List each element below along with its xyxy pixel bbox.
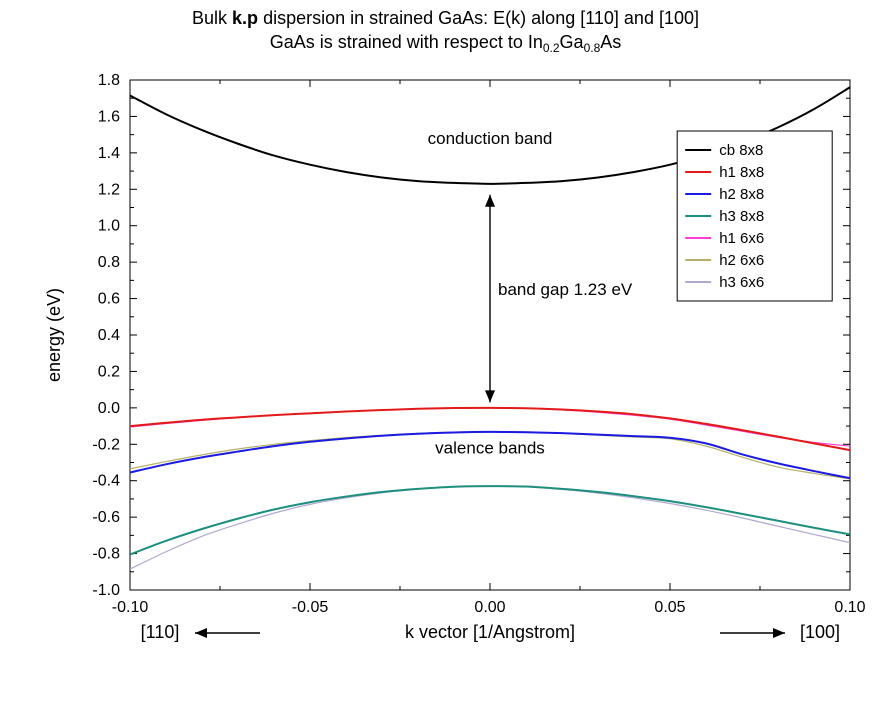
chart-svg: Bulk k.p dispersion in strained GaAs: E(…: [0, 0, 891, 711]
legend-label: h1 8x8: [719, 164, 764, 181]
y-tick-label: -1.0: [92, 582, 120, 599]
x-axis-label: k vector [1/Angstrom]: [405, 622, 575, 642]
y-tick-label: -0.4: [92, 473, 120, 490]
legend-label: h2 8x8: [719, 186, 764, 203]
annotation-conduction: conduction band: [428, 129, 553, 148]
annotation-bandgap: band gap 1.23 eV: [498, 280, 633, 299]
y-tick-label: -0.8: [92, 546, 120, 563]
y-tick-label: 0.4: [98, 327, 120, 344]
y-tick-label: 1.8: [98, 72, 120, 89]
y-tick-label: 0.0: [98, 400, 120, 417]
legend-label: h3 8x8: [719, 208, 764, 225]
legend-label: h1 6x6: [719, 230, 764, 247]
chart-title-line1: Bulk k.p dispersion in strained GaAs: E(…: [192, 8, 699, 28]
annotation-valence: valence bands: [435, 438, 545, 457]
x-tick-label: -0.05: [292, 599, 329, 616]
y-tick-label: -0.6: [92, 509, 120, 526]
dispersion-chart: Bulk k.p dispersion in strained GaAs: E(…: [0, 0, 891, 711]
y-tick-label: 0.8: [98, 254, 120, 271]
x-tick-label: 0.00: [474, 599, 505, 616]
y-tick-label: 1.4: [98, 145, 120, 162]
dir-label-right: [100]: [800, 622, 840, 642]
y-tick-label: 1.6: [98, 108, 120, 125]
x-tick-label: 0.05: [654, 599, 685, 616]
legend-label: h3 6x6: [719, 274, 764, 291]
chart-title-line2: GaAs is strained with respect to In0.2Ga…: [270, 32, 622, 55]
y-tick-label: 1.2: [98, 181, 120, 198]
y-tick-label: 0.2: [98, 363, 120, 380]
x-tick-label: 0.10: [834, 599, 865, 616]
y-axis-label: energy (eV): [44, 288, 64, 382]
y-tick-label: 0.6: [98, 291, 120, 308]
dir-label-left: [110]: [141, 622, 180, 642]
legend-label: cb 8x8: [719, 142, 763, 159]
y-tick-label: -0.2: [92, 436, 120, 453]
y-tick-label: 1.0: [98, 218, 120, 235]
x-tick-label: -0.10: [112, 599, 149, 616]
legend-label: h2 6x6: [719, 252, 764, 269]
